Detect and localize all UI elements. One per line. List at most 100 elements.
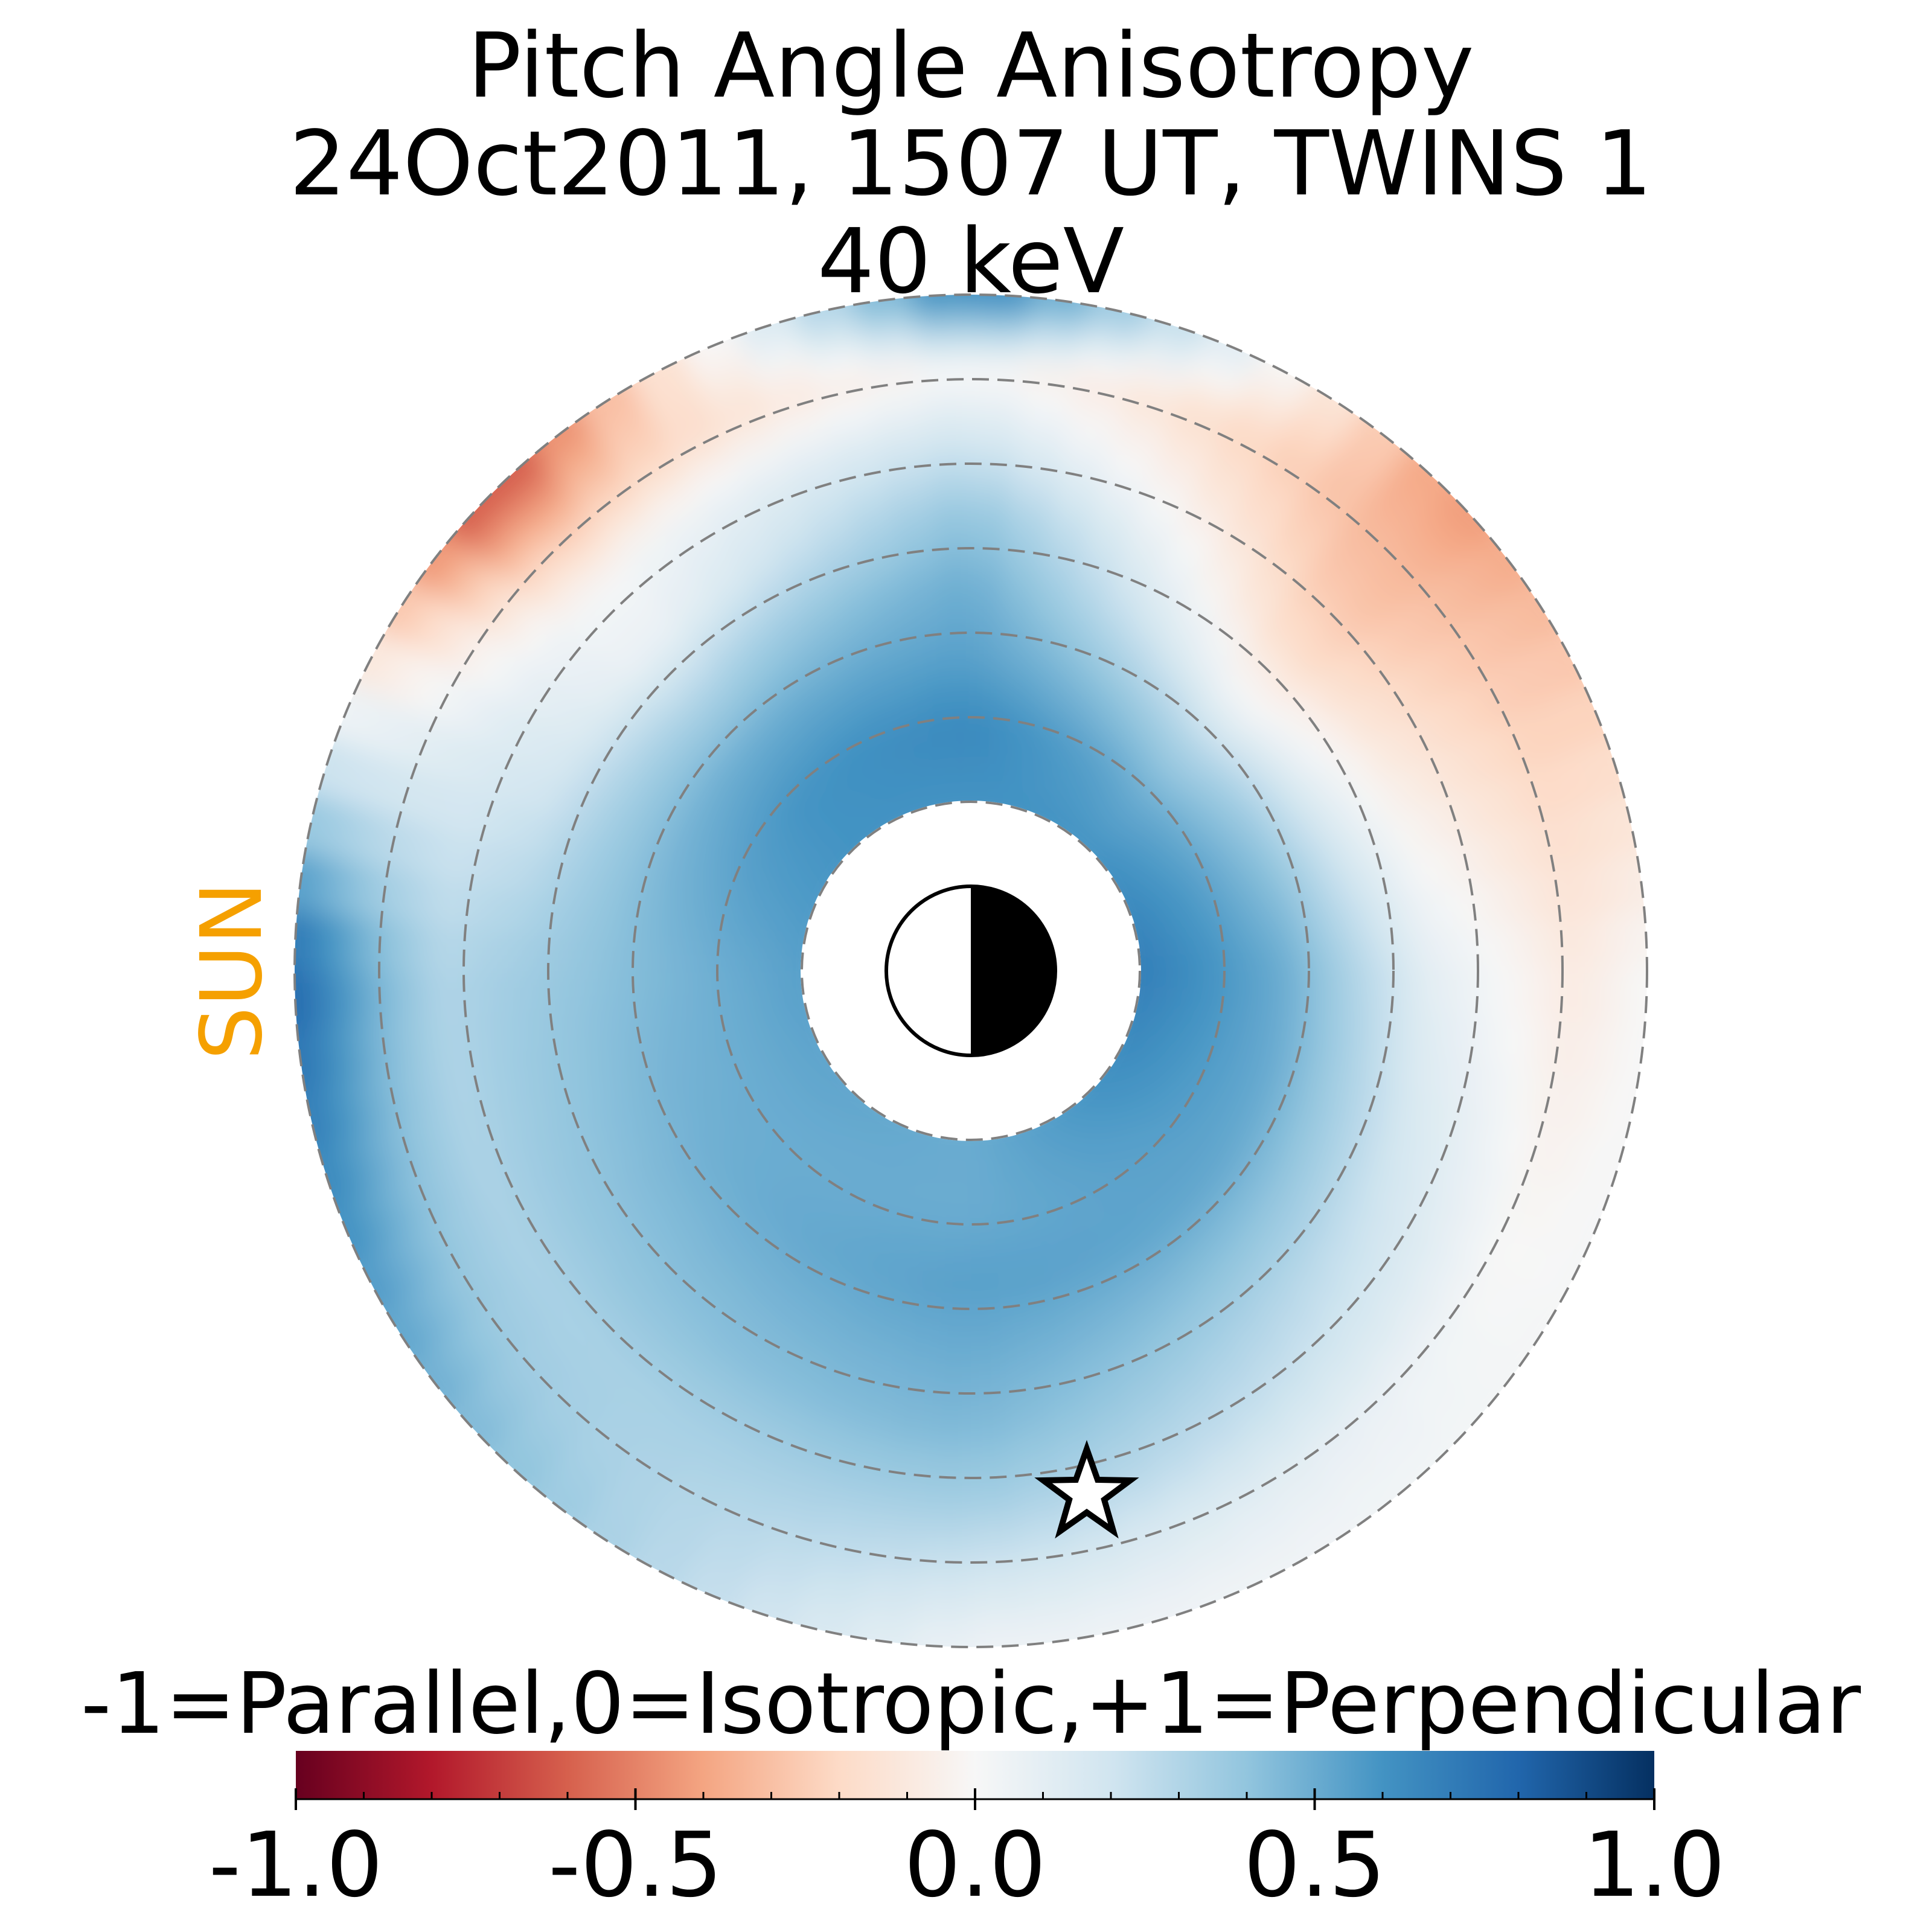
heatmap-cell xyxy=(875,455,928,487)
heatmap-cell xyxy=(872,1501,930,1533)
heatmap-cell xyxy=(462,1147,506,1204)
heatmap-cell xyxy=(756,1106,792,1141)
heatmap-cell xyxy=(752,1417,807,1459)
heatmap-cell xyxy=(502,467,565,529)
heatmap-cell xyxy=(1561,677,1610,747)
heatmap-cell xyxy=(461,742,504,799)
heatmap-cell xyxy=(987,733,1012,761)
heatmap-cell xyxy=(996,1109,1016,1137)
heatmap-cell xyxy=(1522,1173,1569,1239)
heatmap-cell xyxy=(636,376,704,427)
heatmap-cell xyxy=(574,1287,627,1340)
heatmap-cell xyxy=(1368,1328,1424,1386)
heatmap-cell xyxy=(939,802,959,830)
heatmap-cell xyxy=(991,686,1020,715)
heatmap-cell xyxy=(1352,683,1399,737)
heatmap-cell xyxy=(1241,351,1311,404)
heatmap-cell xyxy=(1431,880,1463,930)
heatmap-cell xyxy=(1577,964,1605,1026)
heatmap-cell xyxy=(971,1299,1005,1326)
heatmap-cell xyxy=(484,1139,527,1194)
heatmap-cell xyxy=(1209,601,1259,647)
heatmap-cell xyxy=(621,698,665,745)
heatmap-cell xyxy=(1322,967,1349,1004)
heatmap-cell xyxy=(1298,1503,1367,1560)
heatmap-cell xyxy=(634,547,689,597)
heatmap-cell xyxy=(1474,660,1524,724)
heatmap-cell xyxy=(1317,1178,1361,1228)
heatmap-cell xyxy=(1287,1485,1353,1540)
heatmap-cell xyxy=(1114,969,1140,986)
heatmap-cell xyxy=(1297,1167,1341,1215)
heatmap-cell xyxy=(689,897,720,929)
heatmap-cell xyxy=(582,668,630,719)
heatmap-cell xyxy=(857,1593,923,1626)
heatmap-cell xyxy=(1345,932,1372,971)
heatmap-cell xyxy=(1128,1540,1194,1583)
heatmap-cell xyxy=(808,1008,837,1031)
heatmap-cell xyxy=(968,779,988,805)
heatmap-cell xyxy=(566,1239,615,1293)
heatmap-cell xyxy=(743,565,793,607)
heatmap-cell xyxy=(1327,649,1376,702)
heatmap-cell xyxy=(1263,1447,1326,1500)
heatmap-cell xyxy=(1111,402,1172,443)
heatmap-cell xyxy=(638,1286,688,1335)
heatmap-cell xyxy=(710,925,738,953)
heatmap-cell xyxy=(915,1154,940,1183)
heatmap-cell xyxy=(619,528,676,580)
heatmap-cell xyxy=(971,1460,1022,1488)
heatmap-cell xyxy=(1228,1494,1293,1545)
heatmap-cell xyxy=(886,1095,912,1125)
heatmap-cell xyxy=(967,546,1008,573)
heatmap-cell xyxy=(1001,1317,1040,1348)
heatmap-cell xyxy=(514,810,552,860)
heatmap-cell xyxy=(1099,447,1156,487)
heatmap-cell xyxy=(727,441,787,485)
heatmap-cell xyxy=(1480,1157,1524,1219)
heatmap-cell xyxy=(1530,913,1558,971)
heatmap-cell xyxy=(1377,1413,1440,1474)
heatmap-cell xyxy=(1586,1134,1630,1204)
heatmap-cell xyxy=(1105,424,1164,465)
heatmap-cell xyxy=(1131,1393,1185,1435)
heatmap-cell xyxy=(1453,781,1493,837)
heatmap-cell xyxy=(648,793,686,835)
heatmap-cell xyxy=(1253,1345,1308,1395)
heatmap-cell xyxy=(731,544,782,587)
heatmap-cell xyxy=(708,502,763,547)
heatmap-cell xyxy=(683,1564,753,1613)
heatmap-cell xyxy=(1433,558,1490,622)
heatmap-cell xyxy=(1165,395,1229,441)
heatmap-cell xyxy=(345,807,383,871)
heatmap-cell xyxy=(593,971,620,1008)
heatmap-cell xyxy=(1520,697,1566,763)
heatmap-cell xyxy=(1194,1333,1245,1379)
colorbar-tick-label: -0.5 xyxy=(548,1813,723,1917)
heatmap-cell xyxy=(452,1320,509,1383)
heatmap-cell xyxy=(933,1158,956,1186)
heatmap-cell xyxy=(660,417,724,467)
heatmap-cell xyxy=(1431,788,1471,843)
heatmap-cell xyxy=(732,1459,792,1503)
heatmap-cell xyxy=(965,453,1016,481)
heatmap-cell xyxy=(1136,584,1183,625)
heatmap-cell xyxy=(1435,684,1482,743)
heatmap-cell xyxy=(467,1377,529,1440)
heatmap-cell xyxy=(1591,850,1625,916)
heatmap-cell xyxy=(1074,322,1141,361)
heatmap-cell xyxy=(811,900,841,923)
heatmap-cell xyxy=(1418,1372,1479,1436)
heatmap-cell xyxy=(672,438,734,487)
heatmap-cell xyxy=(644,885,675,921)
heatmap-cell xyxy=(1236,563,1288,612)
radial-ring xyxy=(716,716,1226,1226)
heatmap-cell xyxy=(1160,950,1186,971)
heatmap-cell xyxy=(617,999,647,1036)
heatmap-cell xyxy=(1622,904,1647,971)
heatmap-cell xyxy=(1123,1136,1158,1171)
heatmap-cell xyxy=(662,971,689,1001)
heatmap-cell xyxy=(677,1457,738,1506)
heatmap-cell xyxy=(322,801,361,868)
heatmap-cell xyxy=(1460,920,1488,971)
